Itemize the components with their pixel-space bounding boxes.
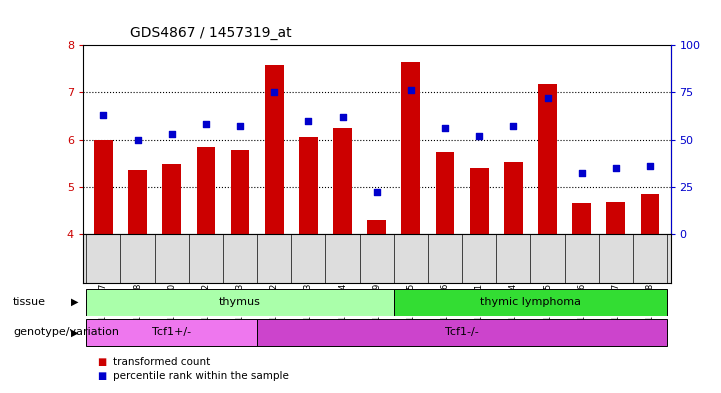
Text: Tcf1+/-: Tcf1+/-: [152, 327, 191, 338]
Bar: [606, 202, 625, 234]
Bar: [641, 194, 660, 234]
Point: [234, 123, 246, 129]
Bar: [367, 220, 386, 234]
Bar: [435, 152, 454, 234]
Text: Tcf1-/-: Tcf1-/-: [446, 327, 479, 338]
Bar: [197, 147, 216, 234]
Bar: [299, 137, 318, 234]
Point: [474, 132, 485, 139]
Text: tissue: tissue: [13, 297, 46, 307]
Bar: [333, 128, 352, 234]
Point: [166, 131, 177, 137]
Point: [508, 123, 519, 129]
Point: [337, 114, 348, 120]
Point: [645, 163, 656, 169]
Bar: [538, 84, 557, 234]
Point: [541, 95, 553, 101]
Bar: [257, 319, 667, 346]
Bar: [231, 151, 249, 234]
Point: [371, 189, 383, 195]
Bar: [572, 203, 591, 234]
Bar: [87, 288, 394, 316]
Bar: [504, 162, 523, 234]
Point: [200, 121, 212, 128]
Bar: [394, 288, 667, 316]
Point: [405, 87, 417, 94]
Text: percentile rank within the sample: percentile rank within the sample: [113, 371, 289, 382]
Point: [303, 118, 314, 124]
Text: ■: ■: [97, 356, 107, 367]
Point: [439, 125, 451, 131]
Bar: [162, 164, 181, 234]
Text: thymus: thymus: [219, 297, 261, 307]
Point: [576, 170, 588, 176]
Text: ▶: ▶: [71, 297, 78, 307]
Bar: [87, 319, 257, 346]
Bar: [128, 170, 147, 234]
Text: transformed count: transformed count: [113, 356, 211, 367]
Bar: [402, 62, 420, 234]
Point: [132, 136, 143, 143]
Text: ■: ■: [97, 371, 107, 382]
Text: genotype/variation: genotype/variation: [13, 327, 119, 338]
Bar: [94, 140, 112, 234]
Bar: [470, 168, 489, 234]
Point: [610, 165, 622, 171]
Bar: [265, 65, 283, 234]
Text: thymic lymphoma: thymic lymphoma: [480, 297, 581, 307]
Text: ▶: ▶: [71, 327, 78, 338]
Point: [268, 89, 280, 95]
Point: [97, 112, 109, 118]
Text: GDS4867 / 1457319_at: GDS4867 / 1457319_at: [130, 26, 291, 40]
